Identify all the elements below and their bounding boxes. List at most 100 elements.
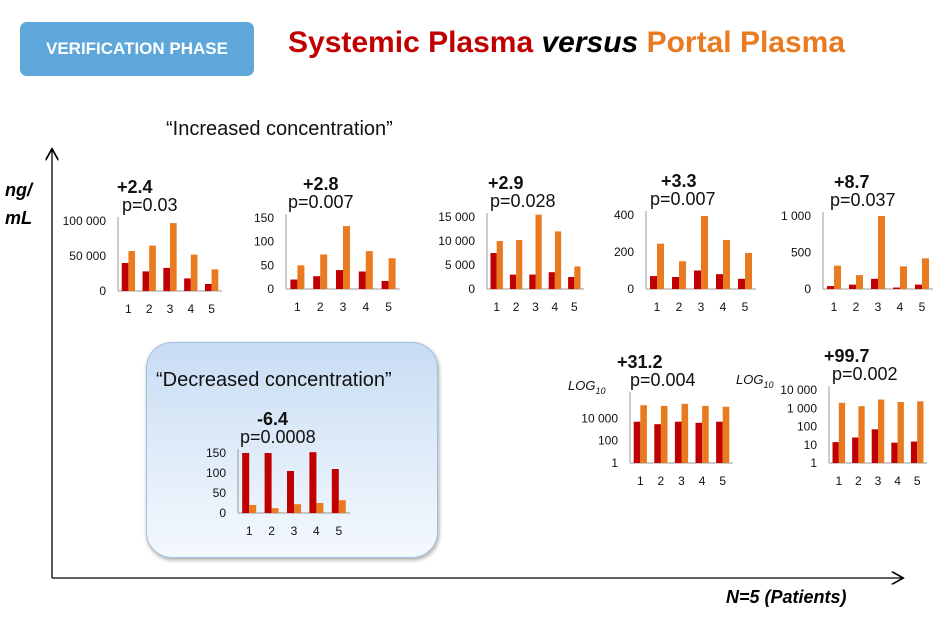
chart-2-y-tick-label: 0 — [267, 282, 274, 296]
chart-5-bar-portal-1 — [834, 265, 841, 289]
chart-5-x-tick-label: 5 — [919, 300, 926, 314]
chart-1-bar-portal-3 — [170, 223, 177, 291]
chart-2-bar-portal-4 — [365, 251, 373, 289]
chart-6-bar-portal-4 — [702, 405, 709, 463]
chart-2-y-tick-label: 100 — [254, 235, 274, 249]
chart-6-bar-systemic-2 — [654, 424, 661, 463]
chart-2-x-tick-label: 4 — [362, 300, 369, 314]
increased-label: “Increased concentration” — [166, 118, 393, 140]
chart-8-x-tick-label: 4 — [313, 524, 320, 538]
chart-1-bar-systemic-5 — [204, 284, 212, 291]
chart-1-x-tick-label: 3 — [167, 302, 174, 316]
chart-1-bar-portal-4 — [190, 254, 198, 291]
chart-4-x-tick-label: 2 — [676, 300, 683, 314]
chart-7-bar-systemic-1 — [832, 442, 839, 463]
chart-3-x-tick-label: 5 — [571, 300, 578, 314]
chart-3-y-tick-label: 0 — [468, 282, 475, 296]
chart-8-bar-portal-3 — [294, 504, 301, 513]
chart-7-bar-portal-4 — [897, 402, 904, 463]
chart-5-y-tick-label: 1 000 — [781, 209, 811, 223]
chart-8-bar-portal-2 — [271, 508, 279, 513]
chart-7-bar-systemic-4 — [891, 442, 898, 463]
chart-8-bar-systemic-1 — [242, 453, 250, 513]
x-axis-unit: N=5 (Patients) — [726, 587, 847, 607]
phase-badge: VERIFICATION PHASE — [20, 22, 254, 76]
chart-7-bar-systemic-2 — [852, 437, 859, 463]
chart-7-log-label: LOG10 — [736, 372, 773, 390]
chart-5-bar-systemic-2 — [849, 284, 856, 289]
chart-1-x-tick-label: 2 — [146, 302, 153, 316]
chart-6-bar-systemic-5 — [716, 421, 723, 463]
chart-6-x-tick-label: 4 — [699, 474, 706, 488]
chart-4-fold-change: +3.3 — [661, 171, 697, 191]
chart-6-bar-portal-3 — [681, 403, 689, 463]
chart-1-bar-systemic-4 — [184, 278, 191, 291]
chart-2-bar-portal-5 — [388, 258, 396, 289]
decreased-label: “Decreased concentration” — [156, 369, 392, 391]
chart-5-bar-systemic-5 — [915, 284, 922, 289]
title-systemic: Systemic Plasma — [288, 26, 542, 59]
chart-5-p-value: p=0.037 — [830, 190, 896, 210]
chart-7-fold-change: +99.7 — [824, 346, 870, 366]
chart-5-bar-portal-3 — [878, 216, 885, 289]
chart-7-bar-portal-2 — [858, 406, 865, 463]
chart-7-y-tick-label: 1 — [810, 456, 817, 470]
chart-7-bar-portal-1 — [838, 402, 846, 463]
chart-6-y-tick-label: 10 000 — [581, 411, 618, 425]
chart-5-x-tick-label: 1 — [831, 300, 838, 314]
chart-3-bar-portal-1 — [496, 241, 503, 289]
chart-1-y-tick-label: 100 000 — [63, 214, 107, 228]
chart-8-bar-portal-4 — [316, 503, 324, 513]
chart-7-y-tick-label: 10 000 — [780, 383, 817, 397]
chart-3-x-tick-label: 4 — [552, 300, 559, 314]
chart-5-y-tick-label: 0 — [804, 282, 811, 296]
chart-7-x-tick-label: 1 — [835, 474, 842, 488]
chart-3-bar-portal-5 — [574, 266, 581, 289]
chart-6-x-tick-label: 1 — [637, 474, 644, 488]
chart-6-y-tick-label: 100 — [598, 434, 618, 448]
chart-3-bar-portal-3 — [535, 214, 542, 289]
chart-7-p-value: p=0.002 — [832, 364, 898, 384]
chart-5-bar-portal-2 — [856, 275, 863, 289]
y-axis-unit: ng/ mL — [5, 180, 32, 228]
chart-6-x-tick-label: 3 — [678, 474, 685, 488]
chart-6-bar-systemic-1 — [633, 421, 641, 463]
chart-6-x-tick-label: 2 — [658, 474, 665, 488]
chart-5-bar-systemic-3 — [871, 278, 878, 289]
chart-1-fold-change: +2.4 — [117, 177, 153, 197]
chart-6-bar-portal-2 — [660, 405, 668, 463]
chart-1-y-tick-label: 50 000 — [69, 249, 106, 263]
chart-5-y-tick-label: 500 — [791, 246, 811, 260]
chart-6-bar-portal-5 — [722, 406, 730, 463]
chart-3-y-tick-label: 10 000 — [438, 234, 475, 248]
page-title: Systemic Plasma versus Portal Plasma — [288, 26, 845, 60]
chart-5-bar-systemic-4 — [893, 287, 900, 289]
chart-2-bar-systemic-2 — [313, 276, 321, 289]
chart-6-p-value: p=0.004 — [630, 370, 696, 390]
chart-3-bar-portal-2 — [516, 240, 523, 289]
chart-8-fold-change: -6.4 — [257, 409, 288, 429]
chart-8-y-tick-label: 100 — [206, 466, 226, 480]
chart-8-x-tick-label: 3 — [291, 524, 298, 538]
chart-2-x-tick-label: 2 — [317, 300, 324, 314]
chart-8-bar-systemic-3 — [287, 471, 294, 513]
chart-4-y-tick-label: 400 — [614, 208, 634, 222]
chart-2-x-tick-label: 1 — [294, 300, 301, 314]
chart-6-bar-portal-1 — [640, 405, 647, 463]
chart-3-bar-systemic-2 — [509, 274, 517, 289]
chart-3-x-tick-label: 1 — [493, 300, 500, 314]
chart-2-bar-systemic-4 — [358, 271, 366, 289]
chart-8-p-value: p=0.0008 — [240, 427, 316, 447]
chart-3-fold-change: +2.9 — [488, 173, 524, 193]
chart-4-bar-systemic-4 — [716, 274, 723, 289]
decreased-panel — [146, 342, 438, 558]
chart-7-bar-portal-3 — [878, 399, 885, 463]
chart-3-bar-portal-4 — [554, 231, 562, 289]
chart-7-bar-portal-5 — [917, 401, 924, 463]
chart-4-y-tick-label: 200 — [614, 245, 634, 259]
chart-4-x-tick-label: 1 — [654, 300, 661, 314]
chart-2-x-tick-label: 3 — [340, 300, 347, 314]
chart-3-bar-systemic-4 — [548, 272, 555, 289]
chart-8-x-tick-label: 5 — [335, 524, 342, 538]
